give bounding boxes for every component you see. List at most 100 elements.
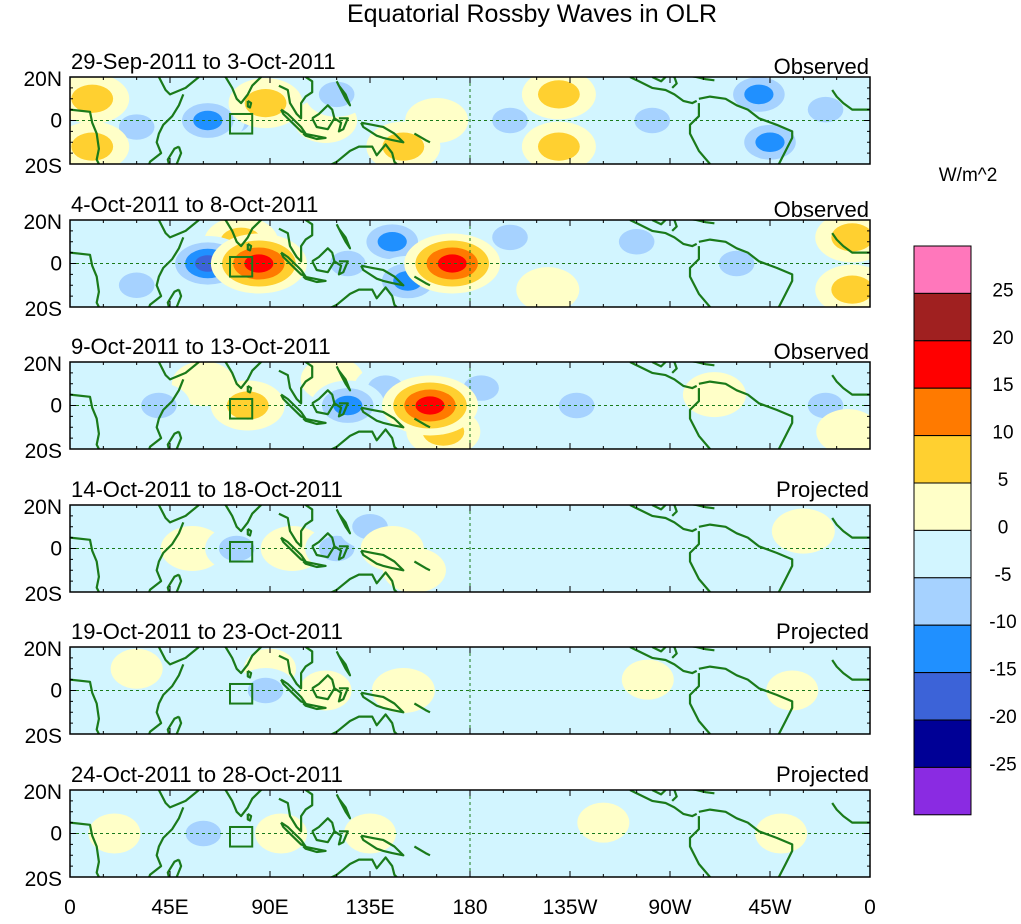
coastline-cuba-hispaniola: [688, 77, 715, 82]
anomaly-blob: [621, 659, 674, 700]
anomaly-blob: [771, 508, 835, 554]
coastline-java: [302, 702, 327, 711]
anomaly-blob: [318, 81, 355, 108]
reference-box: [229, 682, 254, 705]
anomaly-blob: [218, 535, 255, 562]
x-tick-label: 135W: [543, 896, 598, 919]
coastline-west-africa: [831, 374, 870, 396]
coastline-mexico-central-america: [629, 647, 698, 675]
coastline-south-america-north: [698, 523, 794, 592]
coastline-sri-lanka: [246, 812, 253, 822]
colorbar-swatch: [913, 292, 972, 342]
colorbar-level-label: 25: [992, 280, 1013, 301]
anomaly-blob: [110, 648, 163, 689]
coastline-borneo: [311, 389, 336, 416]
reference-box: [229, 825, 254, 848]
anomaly-blob: [492, 224, 528, 251]
coastline-south-america: [688, 388, 713, 449]
anomaly-blob: [831, 275, 870, 304]
coastline-indochina: [278, 77, 314, 120]
coastline-solomons: [413, 702, 431, 714]
coastline-java: [302, 560, 327, 569]
coastline-sulawesi: [333, 260, 349, 276]
coastline-madagascar: [166, 715, 183, 734]
x-tick-label: 0: [864, 896, 876, 919]
coastline-arabia: [157, 77, 200, 96]
colorbar-swatch: [913, 577, 972, 626]
coastline-gulf-coast: [651, 220, 678, 232]
coastline-africa-east-coast: [148, 806, 185, 877]
anomaly-blob: [371, 668, 435, 713]
coastline-borneo: [311, 674, 336, 701]
colorbar-swatch: [913, 672, 972, 721]
coastline-arabia: [157, 505, 200, 524]
coastline-gulf-coast: [651, 790, 678, 802]
coastline-arabia: [157, 362, 200, 381]
anomaly-blob: [516, 267, 580, 307]
y-tick-label: 20N: [23, 638, 62, 661]
coastline-new-guinea: [360, 264, 405, 287]
coastline-indochina: [278, 790, 314, 833]
coastline-new-guinea: [360, 834, 405, 857]
y-tick-label: 20S: [25, 583, 62, 606]
coastline-new-guinea: [360, 549, 405, 572]
anomaly-blob: [807, 96, 844, 123]
coastline-sumatra: [280, 251, 307, 278]
anomaly-blob: [577, 802, 630, 843]
coastline-gulf-coast: [651, 362, 678, 374]
colorbar-swatch: [913, 766, 972, 816]
colorbar-level-label: -25: [989, 754, 1016, 775]
coastline-india: [223, 362, 263, 390]
coastline-india: [223, 77, 263, 105]
coastline-sri-lanka: [246, 242, 253, 252]
coastline-new-guinea: [360, 121, 405, 144]
coastline-india: [223, 647, 263, 675]
anomaly-blob: [193, 110, 223, 131]
coastline-cuba-hispaniola: [688, 505, 715, 510]
anomaly-blob: [247, 677, 284, 704]
panel-status: Projected: [776, 619, 869, 644]
panel-period: 24-Oct-2011 to 28-Oct-2011: [71, 762, 343, 787]
coastline-west-africa: [831, 659, 870, 681]
y-tick-label: 20N: [23, 496, 62, 519]
panel-period: 14-Oct-2011 to 18-Oct-2011: [71, 477, 343, 502]
coastline-gulf-coast: [651, 77, 678, 89]
panel-period: 9-Oct-2011 to 13-Oct-2011: [71, 334, 331, 359]
x-tick-label: 90E: [251, 896, 288, 919]
coastline-solomons: [413, 845, 431, 857]
coastline-indochina: [278, 220, 314, 263]
coastline-australia-north: [329, 428, 399, 449]
coastline-solomons: [413, 560, 431, 572]
colorbar-level-label: -10: [989, 612, 1016, 633]
coastline-sulawesi: [333, 545, 349, 561]
coastline-philippines: [335, 793, 352, 820]
colorbar-level-label: 15: [992, 375, 1013, 396]
coastline-africa-coast: [70, 678, 101, 734]
panel-period: 4-Oct-2011 to 8-Oct-2011: [71, 192, 318, 217]
coastline-sri-lanka: [246, 384, 253, 394]
colorbar-swatch: [913, 387, 972, 437]
coastline-madagascar: [166, 288, 183, 307]
y-tick-label: 0: [50, 110, 62, 133]
reference-box: [229, 540, 254, 563]
y-tick-label: 0: [50, 395, 62, 418]
coastline-sulawesi: [333, 830, 349, 846]
coastline-cuba-hispaniola: [688, 647, 715, 652]
coastline-africa-east-coast: [148, 236, 185, 307]
colorbar-units: W/m^2: [939, 165, 998, 186]
coastline-australia-north: [329, 713, 399, 734]
reference-box: [229, 397, 254, 420]
y-tick-label: 20N: [23, 781, 62, 804]
panel-6: 20N 0 20S 24-Oct-2011 to 28-Oct-2011 Project…: [23, 762, 871, 891]
coastline-cuba-hispaniola: [688, 790, 715, 795]
panel-period: 19-Oct-2011 to 23-Oct-2011: [71, 619, 343, 644]
anomaly-blob: [744, 84, 774, 105]
colorbar-level-label: 10: [992, 423, 1013, 444]
coastline-mexico-central-america: [629, 362, 698, 390]
panel-field: [70, 77, 870, 164]
anomaly-blob: [755, 813, 808, 854]
panel-field: [70, 505, 870, 592]
coastline-south-america-north: [698, 95, 794, 164]
colorbar-swatch: [913, 529, 972, 579]
coastline-indochina: [278, 647, 314, 690]
